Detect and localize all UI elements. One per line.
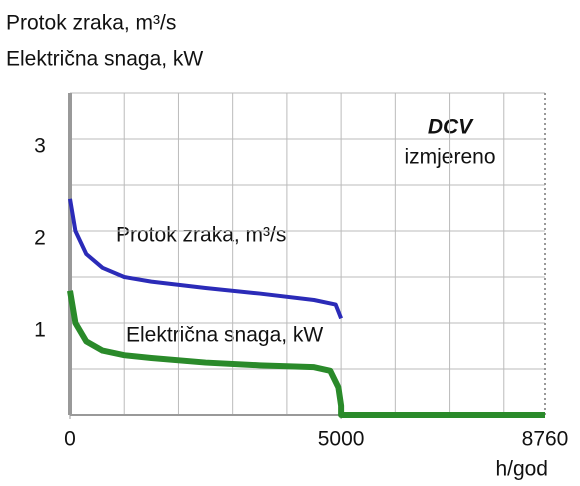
y-tick-label: 1 — [34, 319, 46, 342]
title-line: Protok zraka, m³/s — [6, 12, 176, 35]
y-tick-label: 2 — [34, 227, 46, 250]
annotation: Protok zraka, m³/s — [116, 224, 286, 247]
x-tick-label: 0 — [64, 428, 76, 451]
annotation: Električna snaga, kW — [126, 324, 323, 347]
y-tick-label: 3 — [34, 135, 46, 158]
series-line — [68, 198, 343, 320]
x-tick-label: 8760 — [522, 428, 569, 451]
x-axis-label: h/god — [495, 458, 548, 481]
x-tick-label: 5000 — [318, 428, 365, 451]
title-line: Električna snaga, kW — [6, 48, 203, 71]
annotation: DCV — [428, 116, 474, 139]
series-line — [67, 290, 545, 418]
